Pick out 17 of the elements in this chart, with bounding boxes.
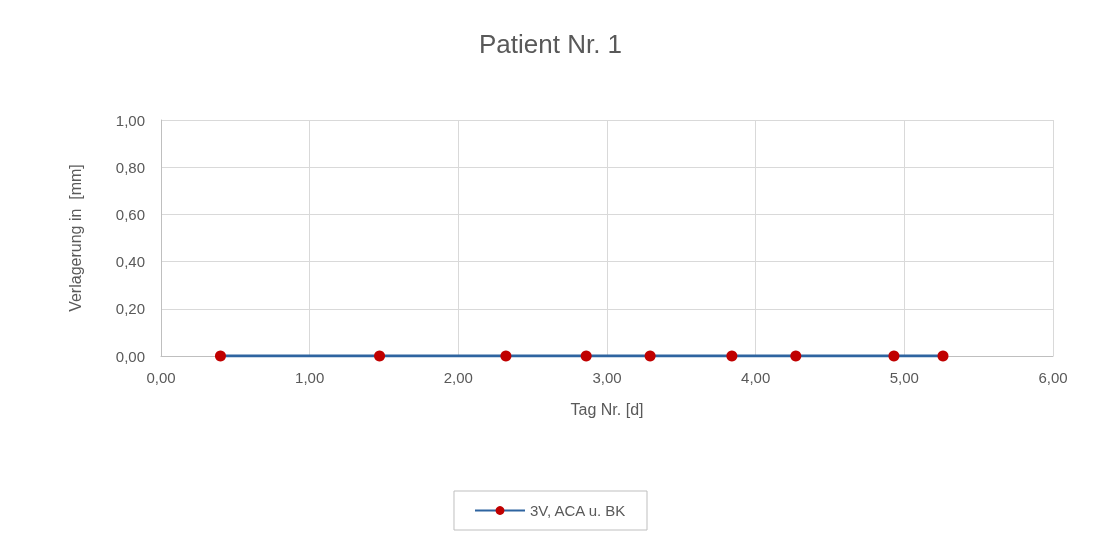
x-tick-label: 6,00 xyxy=(1038,369,1068,386)
x-tick-label: 2,00 xyxy=(443,369,473,386)
chart-title: Patient Nr. 1 xyxy=(478,29,623,59)
y-tick-label: 0,80 xyxy=(115,158,145,176)
y-tick-label: 1,00 xyxy=(115,111,145,129)
y-tick-label: 0,20 xyxy=(115,300,145,318)
y-tick-label: 0,60 xyxy=(115,205,145,223)
x-tick-label: 4,00 xyxy=(741,369,771,386)
y-tick-label: 0,40 xyxy=(115,253,145,271)
y-axis-title: Verlagerung in [mm] xyxy=(66,164,84,312)
x-tick-label: 1,00 xyxy=(295,369,325,386)
x-tick-label: 0,00 xyxy=(146,369,176,386)
x-tick-label: 3,00 xyxy=(592,369,622,386)
legend-label: 3V, ACA u. BK xyxy=(530,502,626,519)
x-tick-label: 5,00 xyxy=(889,369,919,386)
y-tick-label: 0,00 xyxy=(115,347,145,365)
x-axis-title: Tag Nr. [d] xyxy=(570,400,644,418)
